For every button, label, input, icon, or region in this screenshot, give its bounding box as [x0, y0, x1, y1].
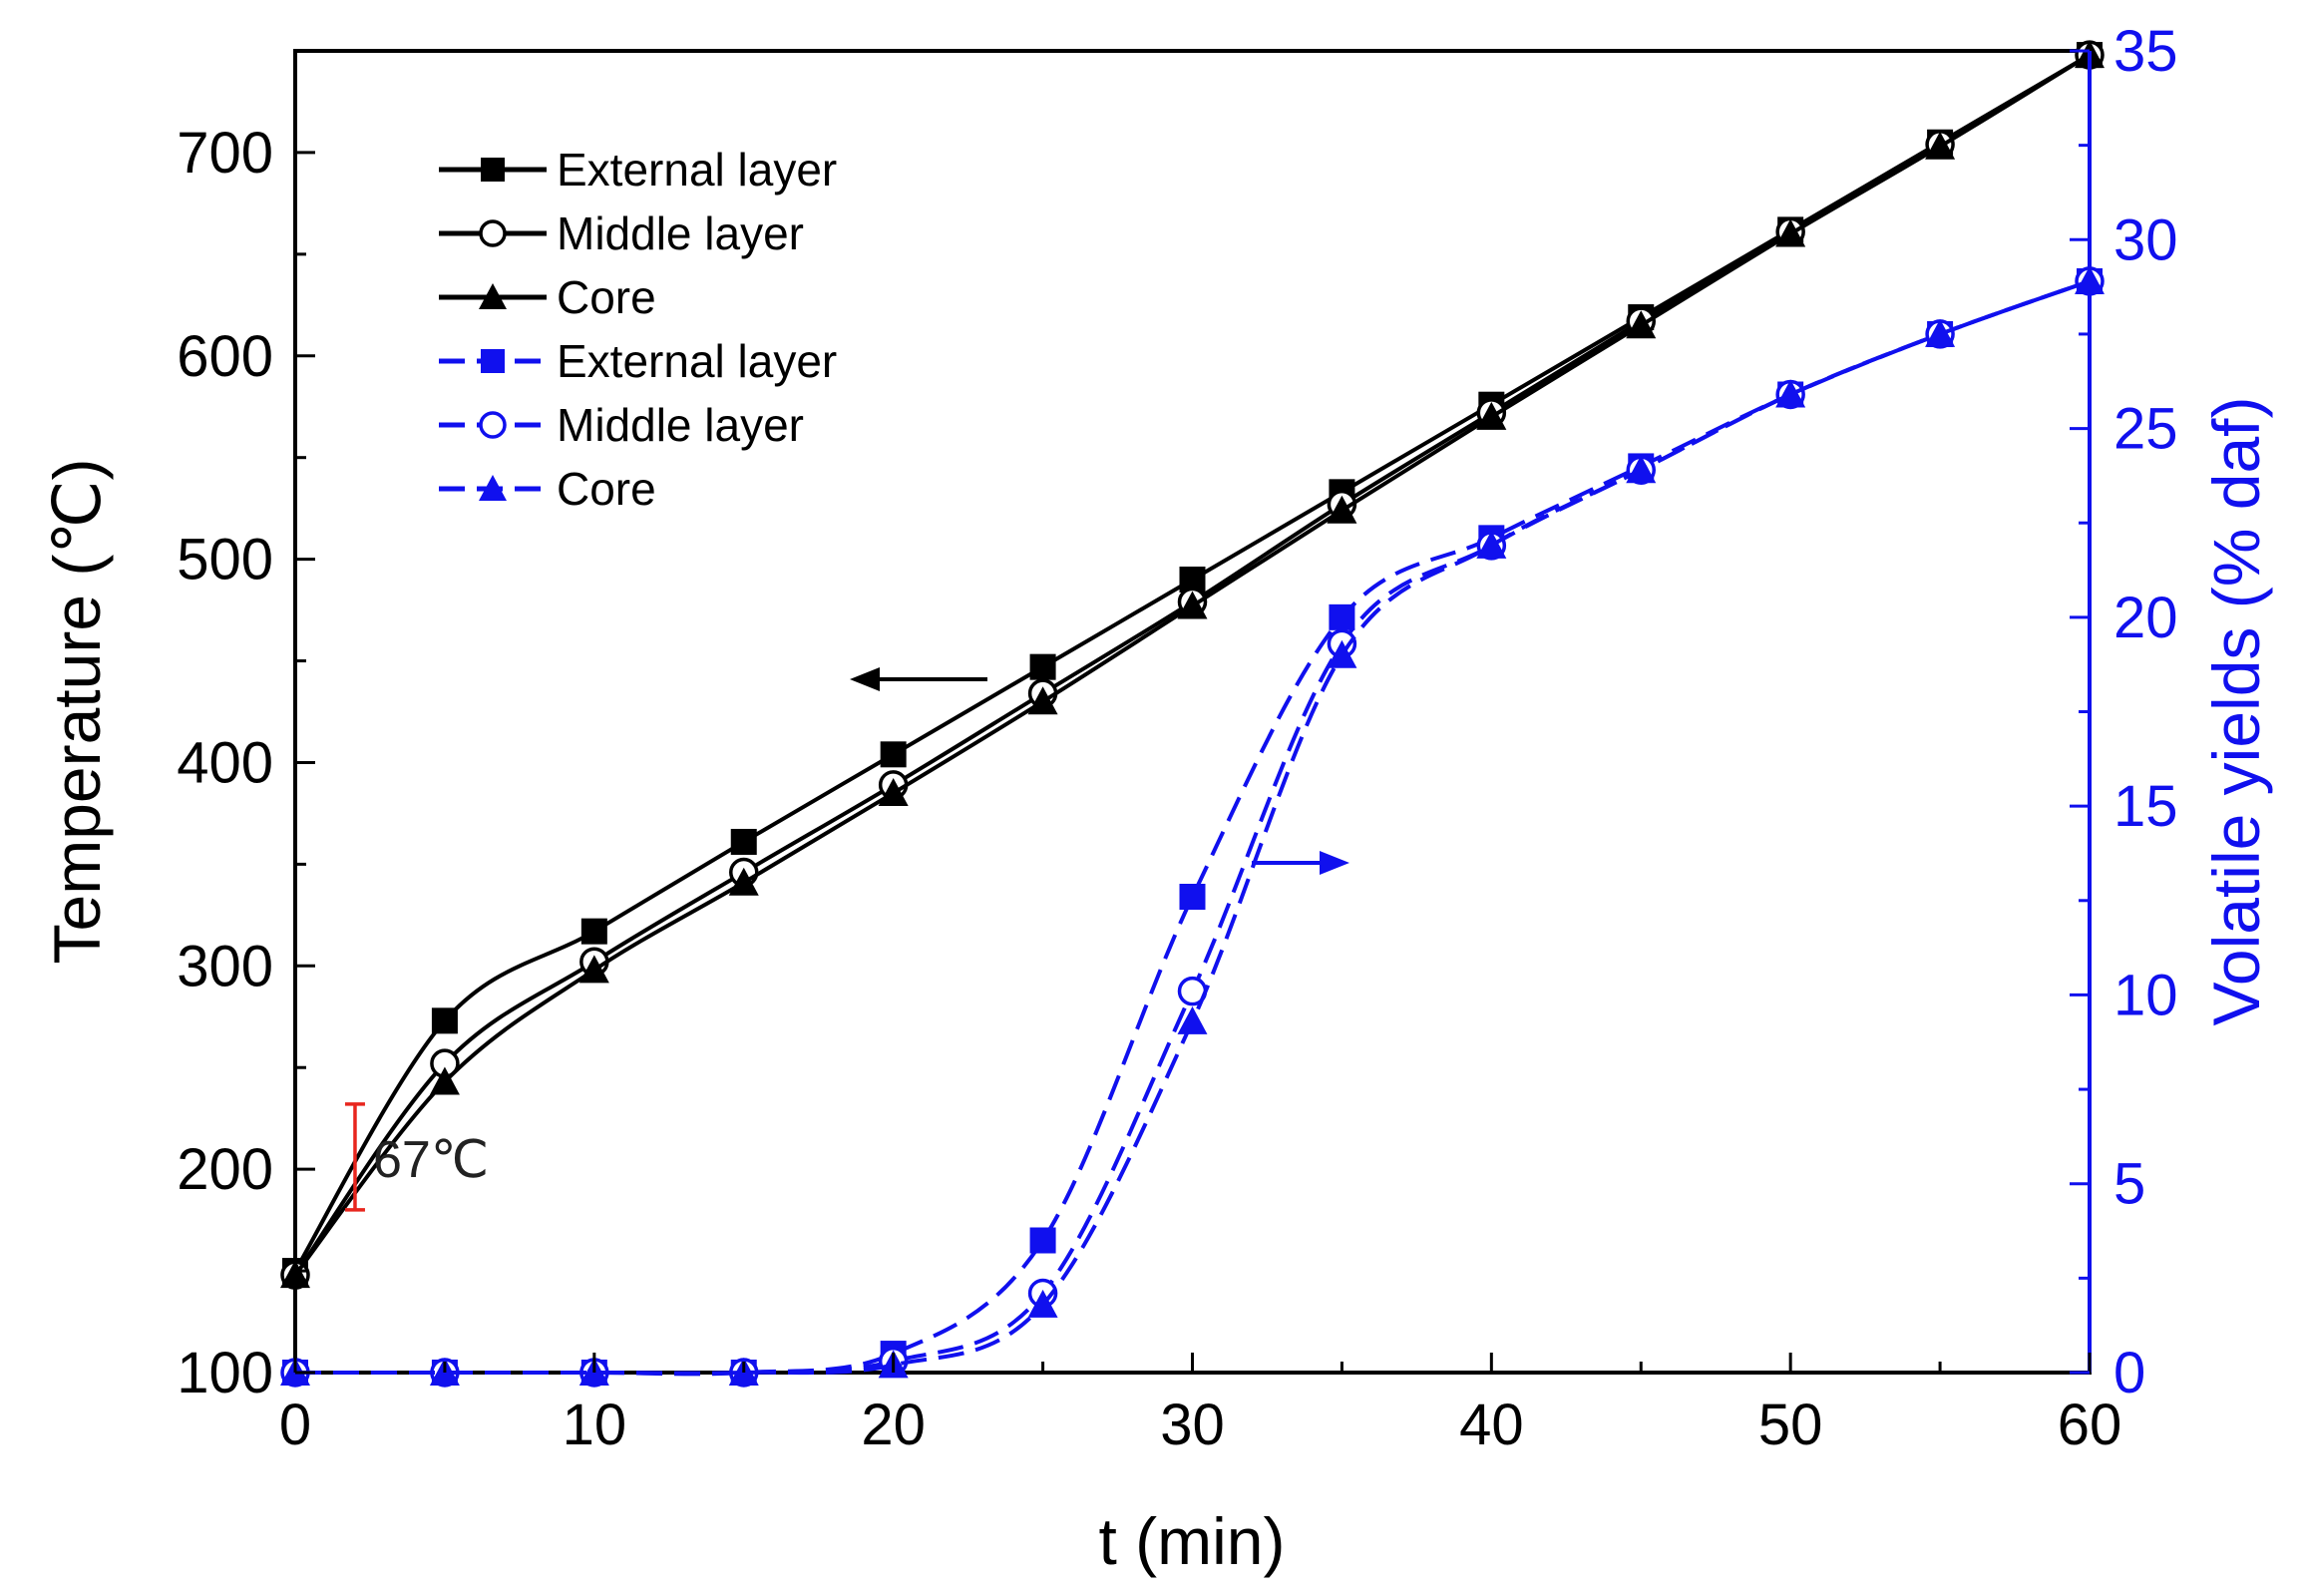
y2-tick-label: 25 — [2113, 397, 2178, 462]
series-line-5 — [294, 279, 2091, 1376]
x-tick-label: 0 — [279, 1393, 311, 1457]
data-point-2 — [578, 955, 609, 984]
legend-marker — [479, 411, 507, 439]
legend-label: Middle layer — [557, 207, 804, 259]
x-tick-label: 10 — [563, 1393, 627, 1457]
data-point-2 — [728, 867, 759, 896]
data-point-2 — [1027, 686, 1058, 715]
data-point-2 — [1327, 495, 1357, 524]
legend-label: Middle layer — [557, 399, 804, 451]
y2-tick-label: 20 — [2113, 586, 2178, 650]
x-tick-label: 20 — [861, 1393, 926, 1457]
data-point-2 — [1775, 218, 1806, 247]
legend-marker — [481, 349, 505, 373]
legend-marker — [479, 219, 507, 247]
x-tick-label: 40 — [1459, 1393, 1524, 1457]
data-point-5 — [1177, 1005, 1208, 1034]
temperature-gap-label: 67℃ — [373, 1131, 489, 1189]
legend-label: External layer — [557, 144, 837, 196]
legend-marker — [479, 283, 507, 309]
legend-label: External layer — [557, 335, 837, 387]
series-layer — [280, 40, 2105, 1388]
data-point-5 — [1327, 639, 1357, 668]
x-tick-label: 30 — [1160, 1393, 1225, 1457]
y2-tick-label: 10 — [2113, 963, 2178, 1027]
legend-label: Core — [557, 463, 656, 515]
data-point-5 — [1027, 1289, 1058, 1318]
data-point-2 — [878, 778, 909, 807]
y2-tick-label: 30 — [2113, 207, 2178, 272]
x-tick-label: 50 — [1758, 1393, 1823, 1457]
data-point-0 — [580, 918, 607, 945]
data-point-5 — [1626, 455, 1657, 484]
x-tick-label: 60 — [2058, 1393, 2122, 1457]
data-point-3 — [1329, 603, 1355, 630]
data-point-5 — [1476, 530, 1507, 559]
data-point-5 — [1775, 379, 1806, 408]
y2-tick-label: 15 — [2113, 774, 2178, 839]
data-point-2 — [1626, 310, 1657, 339]
y-tick-label: 500 — [177, 528, 273, 593]
data-point-0 — [1029, 653, 1056, 680]
y-tick-label: 200 — [177, 1137, 273, 1202]
annotations: 67℃ — [344, 667, 1349, 1212]
y-axis-title-left: Temperature (℃) — [40, 459, 114, 965]
right-arrow-head-icon — [1320, 851, 1349, 875]
axes-layer: 0 10 20 30 40 50 60 100 200 300 400 500 600 700 0 5 10 15… — [177, 19, 2177, 1457]
data-point-2 — [1925, 131, 1956, 160]
y2-tick-label: 0 — [2113, 1341, 2145, 1405]
y-tick-label: 400 — [177, 730, 273, 795]
data-point-0 — [431, 1007, 458, 1034]
y2-tick-label: 5 — [2113, 1152, 2145, 1217]
legend-marker — [481, 158, 505, 182]
data-point-2 — [429, 1066, 460, 1095]
data-point-2 — [280, 1260, 310, 1289]
y-tick-label: 300 — [177, 934, 273, 998]
data-point-3 — [1179, 884, 1206, 910]
data-point-0 — [730, 828, 757, 855]
data-point-2 — [1177, 591, 1208, 619]
y-tick-label: 100 — [177, 1341, 273, 1405]
data-point-2 — [1476, 401, 1507, 430]
legend-label: Core — [557, 271, 656, 323]
y-tick-label: 600 — [177, 324, 273, 389]
left-arrow-head-icon — [850, 667, 880, 691]
data-point-0 — [880, 741, 907, 768]
data-point-3 — [1029, 1227, 1056, 1254]
y-axis-title-right: Volatile yields (% daf) — [2199, 397, 2273, 1026]
legend: External layer Middle layer Core External l… — [439, 144, 837, 515]
y2-tick-label: 35 — [2113, 19, 2178, 84]
y-tick-label: 700 — [177, 121, 273, 186]
legend-marker — [479, 475, 507, 501]
data-point-5 — [1925, 318, 1956, 347]
x-axis-title: t (min) — [1099, 1504, 1286, 1578]
